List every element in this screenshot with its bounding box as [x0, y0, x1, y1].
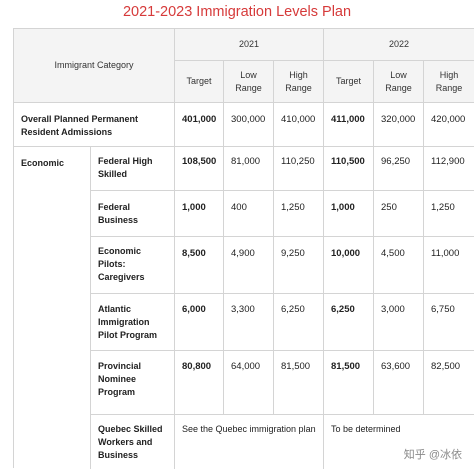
federal-business-2022-low: 250 [374, 191, 424, 237]
row-label-federal-high-skilled: Federal High Skilled [91, 147, 175, 191]
watermark: 知乎 @冰依 [404, 446, 462, 462]
row-label-federal-business: Federal Business [91, 191, 175, 237]
federal-business-2021-target: 1,000 [175, 191, 224, 237]
row-label-quebec-skilled-workers: Quebec Skilled Workers and Business [91, 415, 175, 469]
watermark-text: 知乎 @冰依 [403, 449, 462, 461]
caregivers-2022-low: 4,500 [374, 237, 424, 294]
caregivers-2021-target: 8,500 [175, 237, 224, 294]
atlantic-2022-high: 6,750 [424, 294, 474, 351]
header-2022-target: Target [324, 61, 374, 103]
overall-2022-target: 411,000 [324, 103, 374, 147]
caregivers-2021-high: 9,250 [274, 237, 324, 294]
atlantic-2021-low: 3,300 [224, 294, 274, 351]
row-label-provincial-nominee: Provincial Nominee Program [91, 351, 175, 415]
quebec-2021-note: See the Quebec immigration plan [175, 415, 324, 469]
page-title: 2021-2023 Immigration Levels Plan [122, 4, 352, 20]
federal-business-2022-high: 1,250 [424, 191, 474, 237]
pnp-2021-low: 64,000 [224, 351, 274, 415]
pnp-2022-high: 82,500 [424, 351, 474, 415]
overall-2021-high: 410,000 [274, 103, 324, 147]
federal-high-skilled-2022-target: 110,500 [324, 147, 374, 191]
overall-2022-low: 320,000 [374, 103, 424, 147]
federal-high-skilled-2022-high: 112,900 [424, 147, 474, 191]
overall-2022-high: 420,000 [424, 103, 474, 147]
immigration-levels-table: Immigrant Category 2021 2022 Target Low … [13, 28, 474, 469]
quebec-2022-note: To be determined [331, 424, 401, 434]
header-2022-low: Low Range [374, 61, 424, 103]
atlantic-2021-target: 6,000 [175, 294, 224, 351]
federal-business-2021-low: 400 [224, 191, 274, 237]
header-year-2022: 2022 [324, 29, 474, 61]
header-category: Immigrant Category [14, 29, 175, 103]
header-2021-target: Target [175, 61, 224, 103]
header-2022-high: High Range [424, 61, 474, 103]
federal-business-2022-target: 1,000 [324, 191, 374, 237]
header-2021-high: High Range [274, 61, 324, 103]
federal-high-skilled-2022-low: 96,250 [374, 147, 424, 191]
caregivers-2021-low: 4,900 [224, 237, 274, 294]
overall-2021-target: 401,000 [175, 103, 224, 147]
header-year-2021: 2021 [175, 29, 324, 61]
atlantic-2021-high: 6,250 [274, 294, 324, 351]
pnp-2021-target: 80,800 [175, 351, 224, 415]
economic-group-label: Economic [14, 147, 91, 469]
header-2021-low: Low Range [224, 61, 274, 103]
federal-high-skilled-2021-target: 108,500 [175, 147, 224, 191]
caregivers-2022-high: 11,000 [424, 237, 474, 294]
atlantic-2022-low: 3,000 [374, 294, 424, 351]
row-label-economic-pilots-caregivers: Economic Pilots: Caregivers [91, 237, 175, 294]
pnp-2021-high: 81,500 [274, 351, 324, 415]
overall-2021-low: 300,000 [224, 103, 274, 147]
row-label-atlantic-immigration-pilot: Atlantic Immigration Pilot Program [91, 294, 175, 351]
caregivers-2022-target: 10,000 [324, 237, 374, 294]
pnp-2022-low: 63,600 [374, 351, 424, 415]
atlantic-2022-target: 6,250 [324, 294, 374, 351]
federal-high-skilled-2021-low: 81,000 [224, 147, 274, 191]
federal-high-skilled-2021-high: 110,250 [274, 147, 324, 191]
federal-business-2021-high: 1,250 [274, 191, 324, 237]
pnp-2022-target: 81,500 [324, 351, 374, 415]
overall-label: Overall Planned Permanent Resident Admis… [14, 103, 175, 147]
